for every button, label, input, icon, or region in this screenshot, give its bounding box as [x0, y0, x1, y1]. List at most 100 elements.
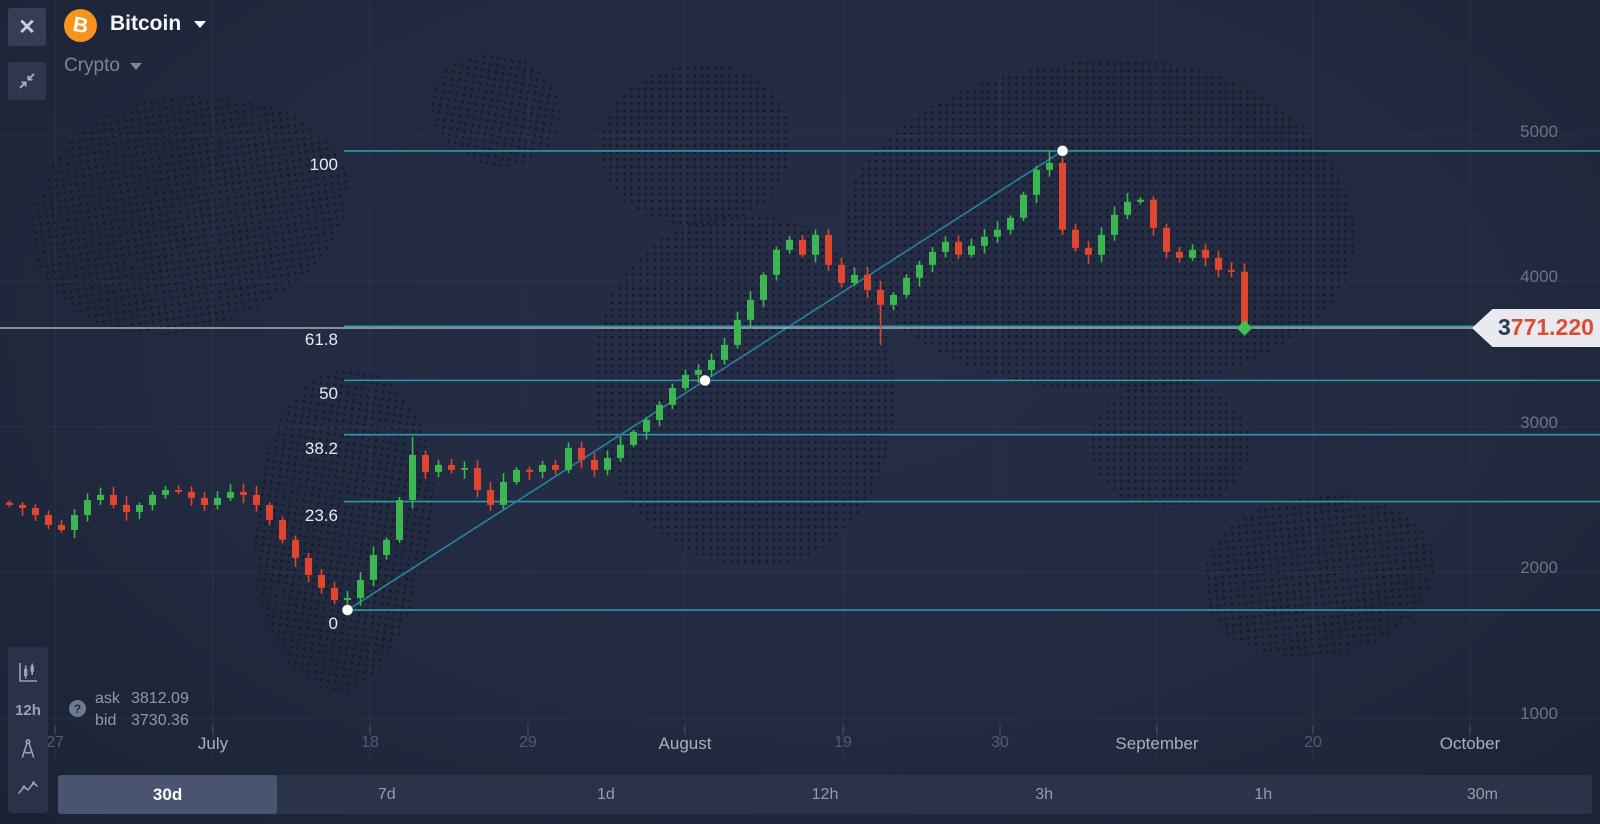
candle-body	[513, 469, 520, 482]
candle-body	[357, 579, 364, 598]
asset-name: Bitcoin	[110, 12, 182, 35]
candle-body	[487, 489, 494, 505]
asset-selector[interactable]: Bitcoin	[110, 12, 207, 36]
candle-body	[747, 299, 754, 320]
candle-body	[58, 524, 65, 530]
candlestick-chart-icon	[16, 660, 40, 684]
candle-body	[474, 467, 481, 490]
candle-body	[162, 489, 169, 495]
candle-interval-button[interactable]: 12h	[13, 696, 43, 726]
candle-body	[682, 374, 689, 388]
candle-body	[292, 539, 299, 558]
candle-body	[6, 502, 13, 505]
candle-body	[721, 344, 728, 360]
candle-body	[617, 444, 624, 458]
candle-body	[786, 239, 793, 250]
bid-label: bid	[95, 712, 117, 729]
candle-body	[227, 491, 234, 498]
candle-body	[45, 514, 52, 525]
close-icon: ✕	[18, 15, 36, 39]
candle-body	[1137, 199, 1144, 202]
bid-value: 3730.36	[131, 712, 189, 729]
candle-body	[1072, 229, 1079, 248]
candle-body	[1020, 194, 1027, 218]
map-blob	[600, 65, 790, 225]
candle-body	[695, 369, 702, 375]
collapse-button[interactable]	[8, 62, 46, 100]
timeframe-3h[interactable]: 3h	[1035, 785, 1054, 803]
candle-body	[1176, 251, 1183, 258]
bid-row: bid 3730.36	[95, 710, 189, 732]
candle-body	[1007, 217, 1014, 230]
help-button[interactable]: ?	[69, 700, 86, 717]
candle-body	[1085, 247, 1092, 255]
timeframe-30d[interactable]: 30d	[58, 775, 278, 814]
candle-body	[877, 289, 884, 305]
timeframe-12h[interactable]: 12h	[811, 785, 839, 803]
candle-body	[669, 387, 676, 405]
candle-body	[331, 587, 338, 600]
category-selector[interactable]: Crypto	[64, 55, 142, 77]
candle-body	[1124, 201, 1131, 215]
candle-body	[1202, 249, 1209, 258]
collapse-arrows-icon	[16, 70, 38, 92]
compass-icon	[16, 737, 40, 761]
ask-label: ask	[95, 690, 120, 707]
timeframe-30m[interactable]: 30m	[1466, 785, 1498, 803]
candle-body	[734, 319, 741, 345]
candle-body	[955, 241, 962, 255]
candle-body	[1098, 234, 1105, 255]
candle-body	[890, 294, 897, 305]
timeframe-bar: 30d 7d 1d 12h 3h 1h 30m	[58, 775, 1592, 814]
indicators-button[interactable]	[13, 773, 43, 803]
candle-body	[266, 504, 273, 520]
ask-value: 3812.09	[131, 690, 189, 707]
chart-tools-panel: 12h	[8, 647, 48, 813]
timeframe-1h[interactable]: 1h	[1254, 785, 1273, 803]
price-badge-value: 771.220	[1510, 314, 1594, 341]
candle-body	[1059, 162, 1066, 230]
timeframe-1d[interactable]: 1d	[596, 785, 615, 803]
close-button[interactable]: ✕	[8, 8, 46, 46]
candle-body	[305, 557, 312, 575]
candle-body	[344, 597, 351, 600]
candle-body	[110, 494, 117, 505]
candle-body	[773, 249, 780, 275]
price-badge-prefix: 3	[1498, 314, 1511, 341]
candle-body	[448, 464, 455, 470]
candle-body	[435, 464, 442, 472]
candle-body	[552, 464, 559, 470]
candle-body	[214, 497, 221, 505]
candle-body	[1111, 214, 1118, 235]
candle-body	[97, 494, 104, 501]
candle-body	[1189, 249, 1196, 258]
candle-body	[1228, 269, 1235, 272]
candle-body	[812, 234, 819, 255]
candle-body	[149, 494, 156, 505]
candle-body	[1150, 199, 1157, 228]
fib-handle-dot	[1056, 144, 1069, 157]
candle-body	[84, 500, 91, 515]
current-price-badge: 3 771.220	[1472, 308, 1600, 347]
candle-body	[838, 264, 845, 283]
candle-body	[994, 229, 1001, 237]
candle-body	[500, 481, 507, 505]
candle-body	[71, 514, 78, 530]
candle-body	[1046, 162, 1053, 170]
map-blob	[1090, 380, 1250, 510]
candle-body	[851, 274, 858, 283]
drawing-tools-button[interactable]	[13, 734, 43, 764]
candle-body	[591, 459, 598, 470]
timeframe-7d[interactable]: 7d	[377, 785, 396, 803]
candle-body	[253, 494, 260, 505]
chart-type-button[interactable]	[13, 657, 43, 687]
chevron-down-icon	[194, 20, 207, 28]
candle-body	[240, 491, 247, 495]
candle-body	[201, 497, 208, 505]
candle-body	[175, 489, 182, 492]
candle-body	[864, 274, 871, 290]
candle-body	[1215, 257, 1222, 270]
candle-body	[565, 447, 572, 470]
candle-body	[526, 469, 533, 472]
